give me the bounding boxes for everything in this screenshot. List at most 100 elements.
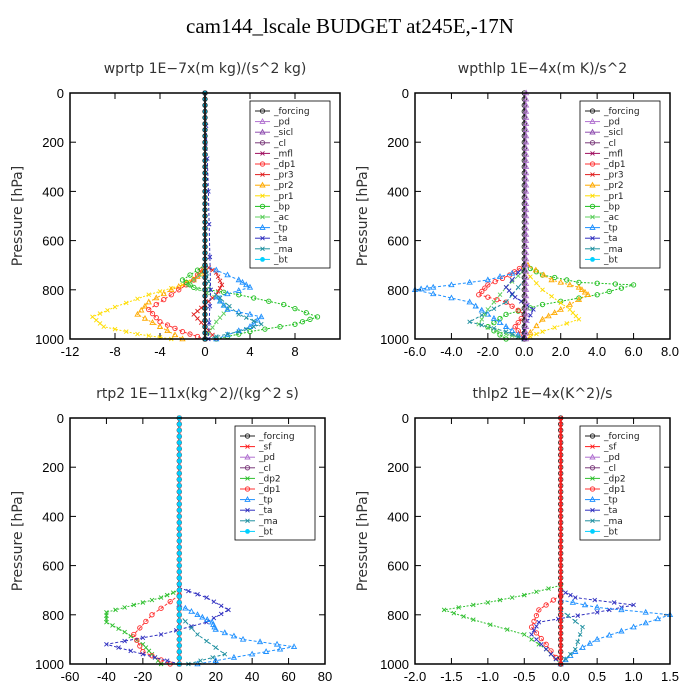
y-tick-label: 200 xyxy=(42,460,64,475)
data-point xyxy=(202,219,208,225)
legend-label: _ta xyxy=(258,506,273,516)
data-point xyxy=(509,277,515,283)
data-point xyxy=(176,569,182,575)
data-point xyxy=(202,139,208,145)
data-point xyxy=(548,276,555,283)
data-point xyxy=(250,319,257,326)
data-point xyxy=(202,108,208,115)
series-dp1 xyxy=(146,262,208,342)
legend-label: _dp1 xyxy=(603,160,626,170)
data-point xyxy=(128,633,134,639)
legend-label: _bt xyxy=(258,527,273,537)
data-point xyxy=(558,458,564,464)
data-point xyxy=(221,629,228,636)
plot-frame xyxy=(69,92,341,340)
data-point xyxy=(210,655,215,660)
legend-marker xyxy=(589,181,596,188)
data-point xyxy=(558,575,564,581)
data-point xyxy=(176,477,182,482)
legend-label: _pd xyxy=(258,453,275,463)
data-point xyxy=(314,314,321,320)
data-point xyxy=(292,306,298,312)
data-point xyxy=(122,629,127,635)
y-tick-label: 800 xyxy=(42,608,64,623)
data-point xyxy=(581,601,589,608)
data-point xyxy=(522,101,530,108)
data-point xyxy=(470,602,476,608)
data-point xyxy=(606,631,613,638)
data-point xyxy=(145,298,152,305)
data-point xyxy=(508,269,516,276)
data-point xyxy=(522,304,530,311)
data-point xyxy=(586,639,594,646)
data-point xyxy=(553,656,559,662)
data-point xyxy=(479,288,485,295)
data-point xyxy=(534,331,539,337)
series-line xyxy=(530,589,634,665)
legend-label: _ta xyxy=(603,234,618,244)
y-tick-label: 200 xyxy=(387,460,409,475)
data-point xyxy=(528,624,535,630)
data-point xyxy=(176,600,182,605)
data-point xyxy=(158,595,164,600)
data-point xyxy=(534,280,539,286)
series-line xyxy=(204,92,212,340)
data-point xyxy=(189,623,194,629)
legend-marker xyxy=(590,235,595,241)
data-point xyxy=(494,296,500,303)
data-point xyxy=(176,427,182,433)
legend-label: _ac xyxy=(603,213,619,223)
data-point xyxy=(558,550,564,556)
data-point xyxy=(558,581,564,587)
data-point xyxy=(522,261,530,268)
data-point xyxy=(482,285,488,291)
data-point xyxy=(522,249,530,256)
series-pr1 xyxy=(521,267,582,342)
data-point xyxy=(246,323,254,329)
legend-label: _dp2 xyxy=(603,474,626,484)
data-point xyxy=(508,327,516,334)
legend-label: _cl xyxy=(603,139,616,149)
data-point xyxy=(522,286,530,293)
data-point xyxy=(101,324,107,330)
y-tick-label: 1000 xyxy=(380,657,409,672)
legend-marker xyxy=(590,214,595,220)
legend-marker xyxy=(245,518,250,524)
data-point xyxy=(522,323,530,329)
data-point xyxy=(515,334,521,339)
data-point xyxy=(487,622,493,627)
data-point xyxy=(149,319,156,325)
data-point xyxy=(251,324,257,330)
data-point xyxy=(584,291,592,297)
data-point xyxy=(558,471,564,476)
data-point xyxy=(236,312,242,317)
data-point xyxy=(550,597,557,603)
data-point xyxy=(224,305,231,312)
series-forcing xyxy=(202,90,208,342)
y-tick-label: 400 xyxy=(42,184,64,199)
legend-marker xyxy=(590,518,595,524)
data-point xyxy=(529,637,534,642)
legend-label: _pd xyxy=(603,453,620,463)
legend-marker xyxy=(259,140,266,146)
data-point xyxy=(557,278,564,285)
series-dp2 xyxy=(441,582,564,667)
data-point xyxy=(522,107,530,114)
data-point xyxy=(202,250,208,256)
data-point xyxy=(191,277,197,283)
series-line xyxy=(414,269,525,340)
data-point xyxy=(210,325,215,330)
data-point xyxy=(164,327,171,334)
data-point xyxy=(176,618,182,624)
data-point xyxy=(202,164,208,170)
data-point xyxy=(509,331,515,337)
data-point xyxy=(451,610,457,616)
data-point xyxy=(479,312,485,318)
legend-label: _forcing xyxy=(603,432,640,442)
data-point xyxy=(522,280,530,286)
y-tick-label: 200 xyxy=(387,135,409,150)
data-point xyxy=(476,292,482,298)
data-point xyxy=(522,163,530,170)
data-point xyxy=(168,292,174,298)
series-line xyxy=(179,604,295,665)
